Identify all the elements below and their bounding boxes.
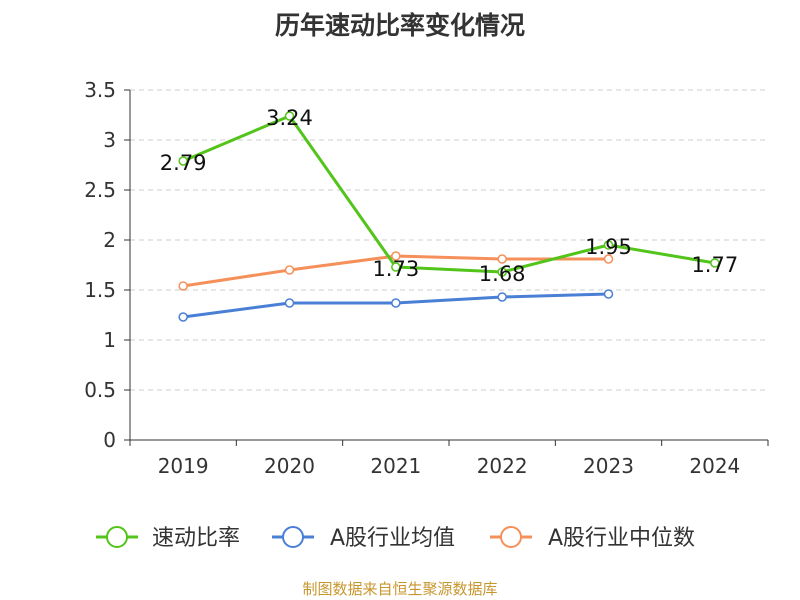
- data-point: [391, 262, 401, 272]
- x-tick-label: 2023: [583, 454, 634, 478]
- y-tick-label: 3: [103, 128, 116, 152]
- y-tick-label: 3.5: [84, 78, 116, 102]
- x-tick-label: 2022: [477, 454, 528, 478]
- source-note: 制图数据来自恒生聚源数据库: [302, 580, 498, 598]
- legend-marker: [282, 526, 304, 548]
- x-tick-label: 2019: [158, 454, 209, 478]
- data-point: [178, 156, 188, 166]
- legend-label: A股行业均值: [330, 526, 455, 551]
- data-point: [497, 292, 507, 302]
- series-line-0: [182, 114, 716, 274]
- data-point: [497, 267, 507, 277]
- data-label: 1.73: [372, 257, 419, 281]
- y-tick-label: 1.5: [84, 278, 116, 302]
- y-tick-label: 0.5: [84, 378, 116, 402]
- x-tick-label: 2024: [689, 454, 740, 478]
- x-tick-label: 2021: [370, 454, 421, 478]
- y-tick-label: 0: [103, 428, 116, 452]
- y-tick-label: 2.5: [84, 178, 116, 202]
- y-tick-label: 1: [103, 328, 116, 352]
- data-point: [284, 265, 295, 275]
- data-point: [603, 254, 614, 264]
- legend-marker: [500, 526, 522, 548]
- data-point: [178, 312, 188, 322]
- legend-label: 速动比率: [152, 526, 240, 551]
- data-point: [391, 251, 401, 261]
- data-point: [603, 289, 614, 299]
- data-point: [178, 281, 188, 291]
- data-point: [497, 254, 507, 264]
- data-point: [710, 258, 720, 268]
- legend-marker: [106, 526, 128, 548]
- data-label: 3.24: [266, 106, 313, 130]
- data-point: [284, 111, 295, 121]
- data-label: 1.77: [691, 253, 738, 277]
- data-point: [603, 240, 614, 250]
- data-point: [284, 298, 295, 308]
- x-tick-label: 2020: [264, 454, 315, 478]
- data-label: 1.68: [479, 262, 526, 286]
- chart-title: 历年速动比率变化情况: [274, 11, 525, 40]
- data-label: 2.79: [160, 151, 207, 175]
- data-point: [391, 298, 401, 308]
- legend-label: A股行业中位数: [548, 526, 695, 551]
- y-tick-label: 2: [103, 228, 116, 252]
- data-label: 1.95: [585, 235, 632, 259]
